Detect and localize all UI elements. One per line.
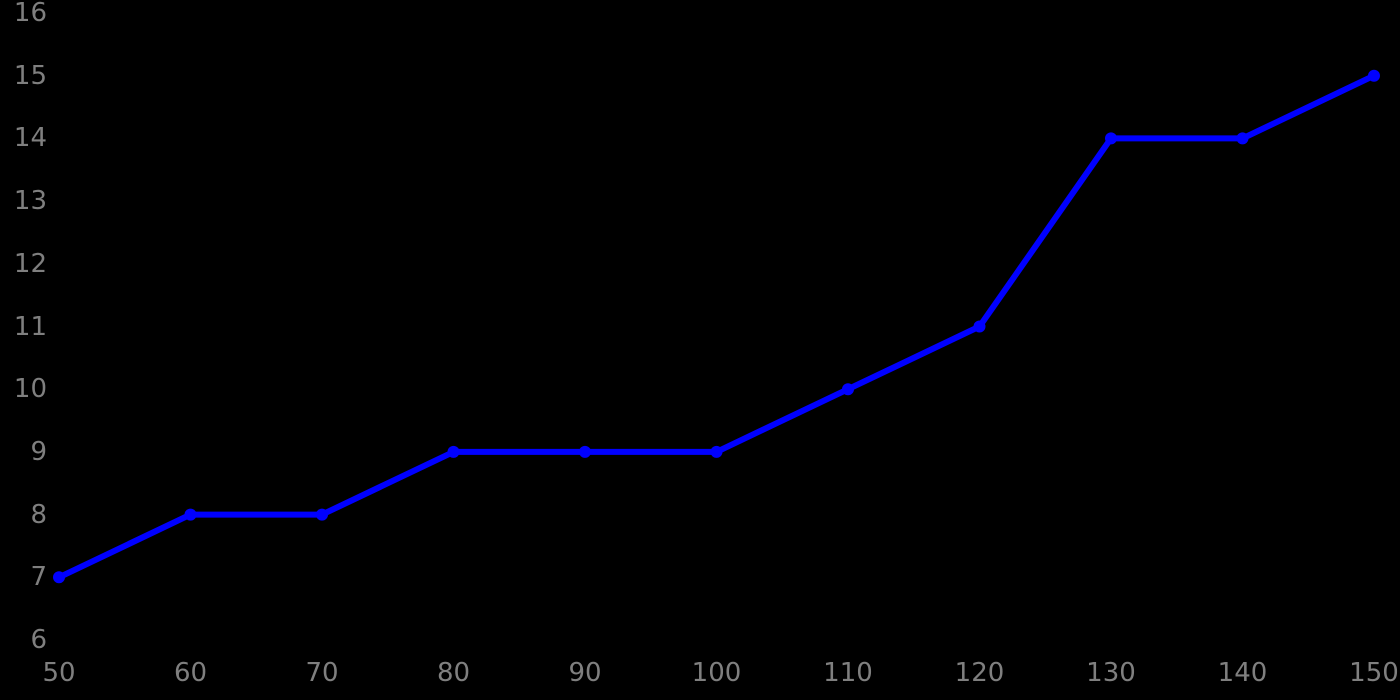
y-axis-tick-label: 11 — [13, 311, 47, 342]
data-point — [842, 383, 854, 396]
x-axis-tick-label: 120 — [954, 658, 1005, 688]
data-point — [973, 320, 986, 333]
data-point — [1236, 132, 1249, 145]
y-axis-tick-label: 7 — [30, 562, 47, 593]
data-point — [1368, 69, 1380, 82]
x-axis-tick-label: 140 — [1217, 658, 1268, 688]
y-axis-tick-label: 8 — [30, 499, 47, 530]
x-axis-tick-label: 70 — [305, 658, 339, 688]
data-line-series-1 — [56, 72, 1377, 581]
x-axis-tick-label: 150 — [1349, 658, 1399, 688]
data-point — [1105, 132, 1117, 145]
data-point — [710, 445, 723, 458]
x-axis-tick-label: 80 — [436, 658, 471, 688]
x-axis-tick-label: 50 — [42, 658, 76, 688]
data-point — [447, 445, 460, 458]
y-axis-tick-label: 16 — [13, 0, 47, 28]
y-axis-tick-label: 10 — [13, 374, 47, 405]
y-axis-tick-label: 12 — [13, 248, 47, 279]
x-axis-tick-label: 90 — [568, 658, 602, 688]
x-axis-tick-label: 130 — [1086, 658, 1136, 688]
data-point-markers — [53, 69, 1380, 584]
data-point — [53, 571, 65, 584]
x-axis-tick-label: 110 — [823, 658, 873, 688]
y-axis-tick-label: 6 — [30, 625, 47, 655]
y-axis-tick-label: 9 — [30, 436, 47, 467]
y-axis-tick-label: 13 — [13, 186, 47, 217]
y-axis-tick-label: 14 — [13, 123, 47, 154]
data-point — [184, 508, 197, 521]
y-axis-tick-label: 15 — [13, 60, 47, 91]
data-point — [316, 508, 328, 521]
x-axis-tick-label: 100 — [691, 658, 742, 688]
data-point — [579, 445, 591, 458]
x-axis-tick-label: 60 — [173, 658, 208, 688]
